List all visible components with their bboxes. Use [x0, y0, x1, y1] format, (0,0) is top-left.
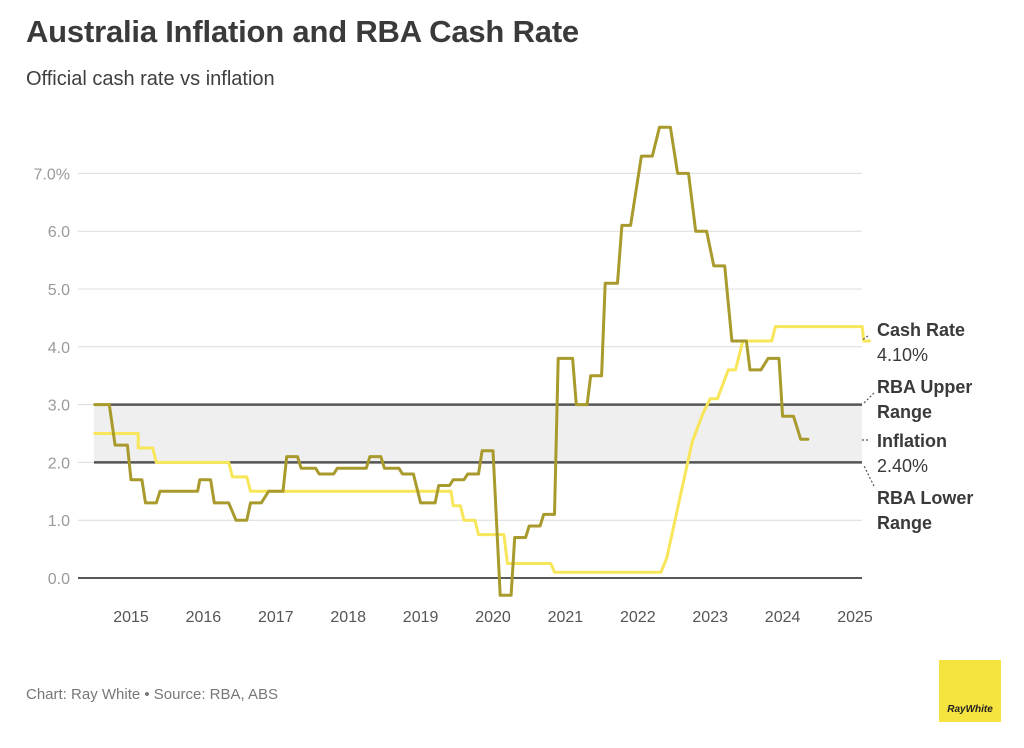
annotation-leader	[861, 335, 869, 341]
x-tick-label: 2021	[548, 609, 584, 626]
y-tick-label: 2.0	[48, 455, 70, 472]
chart-subtitle: Official cash rate vs inflation	[26, 68, 275, 90]
x-tick-label: 2025	[837, 609, 873, 626]
chart-credit: Chart: Ray White • Source: RBA, ABS	[26, 686, 279, 703]
annotation-leader	[863, 392, 875, 404]
y-tick-label: 4.0	[48, 340, 70, 357]
annotation-label: RBA Upper	[877, 377, 972, 397]
y-tick-label: 5.0	[48, 282, 70, 299]
annotation-value: Range	[877, 513, 932, 533]
x-tick-label: 2024	[765, 609, 801, 626]
x-tick-label: 2018	[330, 609, 366, 626]
x-tick-label: 2015	[113, 609, 149, 626]
x-tick-label: 2016	[186, 609, 222, 626]
annotation-value: 2.40%	[877, 456, 928, 476]
annotation-value: Range	[877, 402, 932, 422]
logo-text: RayWhite	[947, 704, 993, 715]
rba-target-band	[94, 404, 862, 463]
annotation-label: Cash Rate	[877, 320, 965, 340]
chart-title: Australia Inflation and RBA Cash Rate	[26, 14, 579, 49]
annotation-label: Inflation	[877, 431, 947, 451]
y-tick-label: 3.0	[48, 398, 70, 415]
y-tick-label: 6.0	[48, 224, 70, 241]
x-tick-label: 2019	[403, 609, 439, 626]
x-tick-label: 2023	[692, 609, 728, 626]
x-tick-label: 2017	[258, 609, 294, 626]
series-line-cash-rate	[93, 325, 871, 574]
x-tick-label: 2022	[620, 609, 656, 626]
series-line-inflation	[93, 125, 810, 597]
annotation-value: 4.10%	[877, 345, 928, 365]
x-tick-label: 2020	[475, 609, 511, 626]
annotation-leader	[863, 465, 875, 487]
y-tick-label: 0.0	[48, 571, 70, 588]
ray-white-logo: RayWhite	[939, 660, 1001, 722]
y-tick-label: 7.0%	[34, 166, 70, 183]
annotation-label: RBA Lower	[877, 488, 973, 508]
y-tick-label: 1.0	[48, 513, 70, 530]
